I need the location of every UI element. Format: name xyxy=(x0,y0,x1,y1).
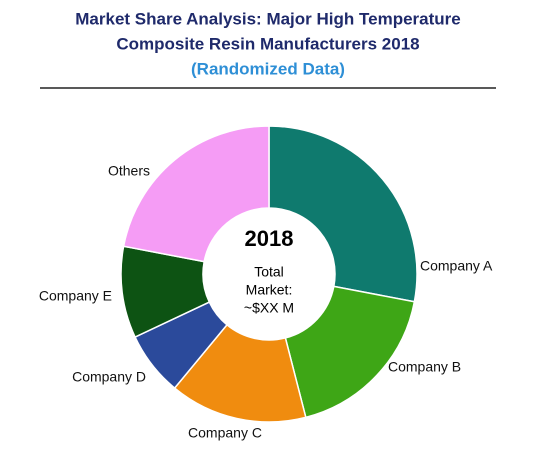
slice-label: Company A xyxy=(420,258,493,274)
center-text: Total xyxy=(254,264,284,280)
center-text: Market: xyxy=(246,282,293,298)
slice-label: Company E xyxy=(39,288,112,304)
donut-hole xyxy=(203,208,335,340)
slice-label: Company B xyxy=(388,359,461,375)
slice-label: Company D xyxy=(72,369,146,385)
donut xyxy=(120,125,418,423)
chart-title: Market Share Analysis: Major High Temper… xyxy=(75,9,460,28)
slice-label: Company C xyxy=(188,425,262,441)
center-text: ~$XX M xyxy=(244,300,294,316)
chart-subtitle: (Randomized Data) xyxy=(191,59,345,78)
center-title: 2018 xyxy=(245,226,294,251)
slice-label: Others xyxy=(108,163,150,179)
chart-title: Composite Resin Manufacturers 2018 xyxy=(116,34,419,53)
